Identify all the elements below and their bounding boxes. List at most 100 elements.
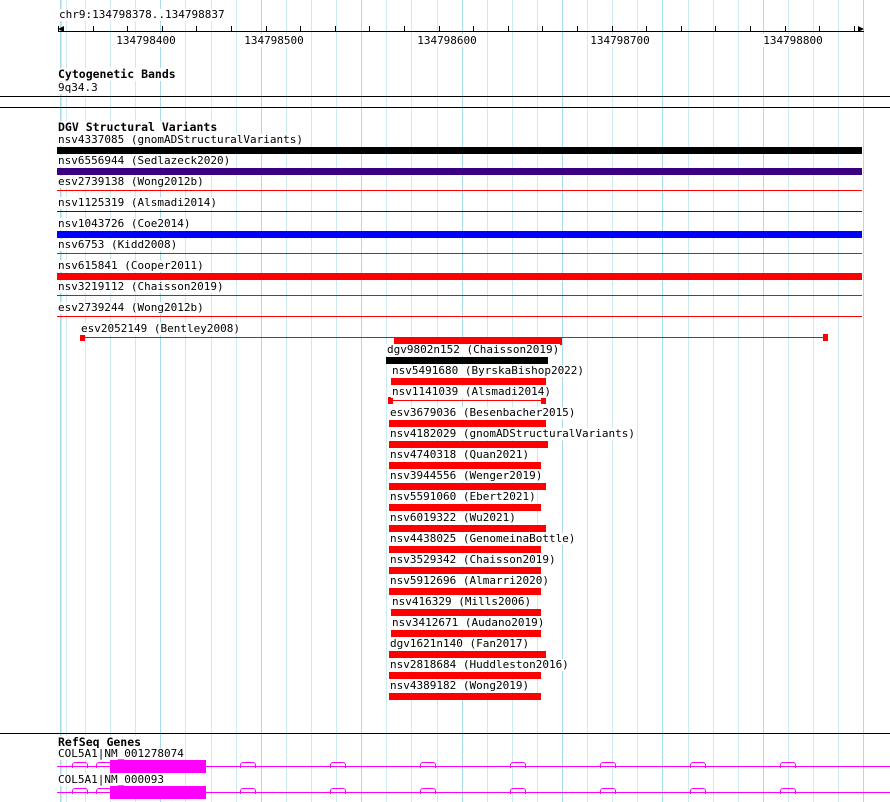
ruler-tick <box>196 26 197 32</box>
variant-bar[interactable] <box>57 231 862 238</box>
arrow-left-icon[interactable] <box>58 26 64 32</box>
variant-end-cap-left[interactable] <box>388 397 393 404</box>
variant-bar[interactable] <box>57 147 862 154</box>
variant-bar[interactable] <box>57 190 862 191</box>
gene-label[interactable]: COL5A1|NM_000093 <box>57 773 165 786</box>
ruler-tick-label: 134798700 <box>589 34 651 47</box>
variant-end-cap-right[interactable] <box>541 397 546 404</box>
variant-bar[interactable] <box>389 483 546 490</box>
variant-bar[interactable] <box>389 400 544 401</box>
gene-strand-chevron-icon <box>330 788 346 794</box>
variant-bar[interactable] <box>81 337 826 338</box>
variant-bar[interactable] <box>389 525 546 532</box>
variant-bar[interactable] <box>386 357 548 364</box>
gene-label[interactable]: COL5A1|NM_001278074 <box>57 747 185 760</box>
variant-bar[interactable] <box>57 253 862 254</box>
variant-bar[interactable] <box>57 273 862 280</box>
variant-bar[interactable] <box>391 378 546 385</box>
ruler-tick-label: 134798400 <box>115 34 177 47</box>
arrow-right-icon[interactable] <box>858 26 864 32</box>
variant-bar[interactable] <box>389 567 541 574</box>
variant-bar[interactable] <box>57 168 862 175</box>
variant-label[interactable]: nsv6019322 (Wu2021) <box>389 511 517 524</box>
variant-bar[interactable] <box>391 609 541 616</box>
cytoband-track-title: Cytogenetic Bands <box>57 67 177 81</box>
variant-bar[interactable] <box>389 504 541 511</box>
grid-line <box>587 0 588 802</box>
grid-line <box>386 0 387 802</box>
variant-label[interactable]: nsv5491680 (ByrskaBishop2022) <box>391 364 586 377</box>
ruler-tick <box>542 26 543 32</box>
variant-end-cap-left[interactable] <box>80 334 85 341</box>
variant-label[interactable]: nsv3412671 (Audano2019) <box>391 616 546 629</box>
variant-label[interactable]: dgv9802n152 (Chaisson2019) <box>386 343 561 356</box>
variant-label[interactable]: nsv4337085 (gnomADStructuralVariants) <box>57 133 305 146</box>
gene-strand-chevron-icon <box>96 762 112 768</box>
cytoband-label[interactable]: 9q34.3 <box>57 81 99 94</box>
variant-label[interactable]: nsv1125319 (Alsmadi2014) <box>57 196 218 209</box>
variant-label[interactable]: nsv6556944 (Sedlazeck2020) <box>57 154 232 167</box>
gene-strand-chevron-icon <box>96 788 112 794</box>
variant-bar[interactable] <box>389 651 546 658</box>
ruler-tick <box>162 26 163 32</box>
variant-bar[interactable] <box>389 693 541 700</box>
section-separator <box>0 733 890 734</box>
variant-label[interactable]: nsv4438025 (GenomeinaBottle) <box>389 532 577 545</box>
variant-label[interactable]: nsv4182029 (gnomADStructuralVariants) <box>389 427 637 440</box>
gene-exon-box[interactable] <box>110 786 206 799</box>
coordinate-ruler[interactable]: chr9:134798378..134798837 134798400 13479… <box>0 0 890 56</box>
variant-label[interactable]: dgv1621n140 (Fan2017) <box>389 637 531 650</box>
variant-bar[interactable] <box>57 295 862 296</box>
gene-strand-chevron-icon <box>420 788 436 794</box>
variant-label[interactable]: nsv1043726 (Coe2014) <box>57 217 192 230</box>
variant-bar[interactable] <box>391 630 541 637</box>
gene-strand-chevron-icon <box>510 762 526 768</box>
gene-intron-line <box>57 766 890 767</box>
variant-label[interactable]: nsv4740318 (Quan2021) <box>389 448 531 461</box>
location-label: chr9:134798378..134798837 <box>58 8 226 21</box>
gene-exon-box[interactable] <box>110 760 206 773</box>
variant-label[interactable]: nsv3944556 (Wenger2019) <box>389 469 544 482</box>
grid-line <box>637 0 638 802</box>
variant-bar[interactable] <box>57 211 862 212</box>
variant-label[interactable]: nsv5591060 (Ebert2021) <box>389 490 537 503</box>
variant-bar[interactable] <box>389 672 541 679</box>
variant-bar[interactable] <box>389 420 546 427</box>
grid-line <box>361 0 362 802</box>
variant-bar[interactable] <box>389 441 548 448</box>
variant-bar[interactable] <box>389 462 541 469</box>
variant-bar[interactable] <box>57 316 862 317</box>
variant-label[interactable]: nsv615841 (Cooper2011) <box>57 259 205 272</box>
ruler-tick <box>439 26 440 32</box>
variant-label[interactable]: nsv6753 (Kidd2008) <box>57 238 179 251</box>
gene-strand-chevron-icon <box>240 788 256 794</box>
grid-line <box>788 0 789 802</box>
ruler-tick <box>750 26 751 32</box>
variant-label[interactable]: nsv3219112 (Chaisson2019) <box>57 280 225 293</box>
variant-label[interactable]: nsv1141039 (Alsmadi2014) <box>391 385 552 398</box>
gene-strand-chevron-icon <box>72 788 88 794</box>
variant-label[interactable]: esv2739138 (Wong2012b) <box>57 175 205 188</box>
ruler-tick-label: 134798600 <box>416 34 478 47</box>
ruler-tick <box>508 26 509 32</box>
gene-strand-chevron-icon <box>690 762 706 768</box>
gene-strand-chevron-icon <box>510 788 526 794</box>
variant-label[interactable]: nsv4389182 (Wong2019) <box>389 679 531 692</box>
variant-label[interactable]: nsv2818684 (Huddleston2016) <box>389 658 570 671</box>
grid-line <box>286 0 287 802</box>
variant-label[interactable]: esv2739244 (Wong2012b) <box>57 301 205 314</box>
variant-label[interactable]: nsv416329 (Mills2006) <box>391 595 533 608</box>
ruler-tick <box>646 26 647 32</box>
variant-label[interactable]: nsv5912696 (Almarri2020) <box>389 574 550 587</box>
variant-bar[interactable] <box>394 338 562 345</box>
variant-bar[interactable] <box>389 546 541 553</box>
variant-bar[interactable] <box>389 588 541 595</box>
ruler-tick <box>854 26 855 32</box>
section-separator <box>0 96 890 97</box>
variant-label[interactable]: esv3679036 (Besenbacher2015) <box>389 406 577 419</box>
variant-end-cap-right[interactable] <box>823 334 828 341</box>
variant-label[interactable]: esv2052149 (Bentley2008) <box>80 322 241 335</box>
grid-line <box>311 0 312 802</box>
variant-label[interactable]: nsv3529342 (Chaisson2019) <box>389 553 557 566</box>
